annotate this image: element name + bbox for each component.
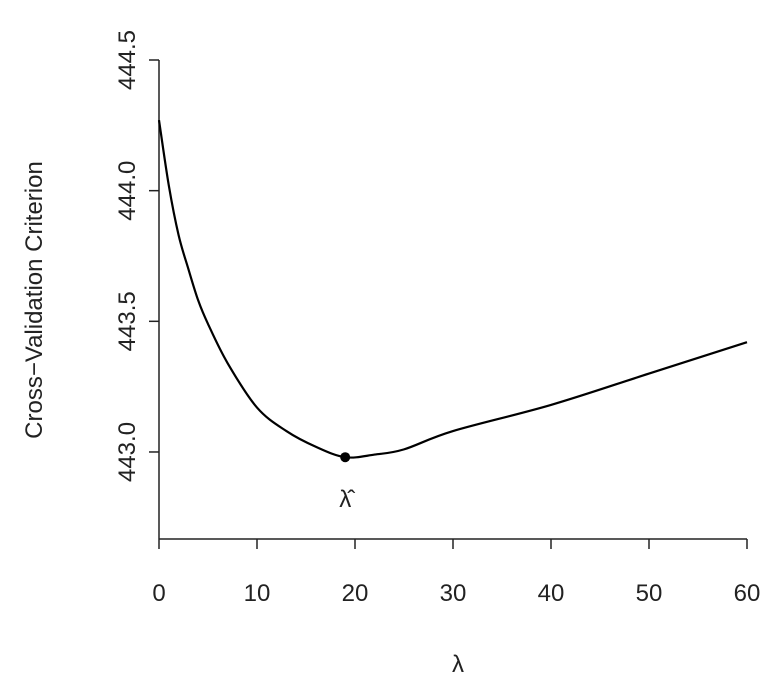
x-tick-label: 10 — [244, 580, 271, 607]
y-tick-label: 443.5 — [114, 291, 141, 351]
x-tick-label: 0 — [152, 580, 165, 607]
x-tick-label: 20 — [342, 580, 369, 607]
minimum-label: λ̂ — [339, 486, 355, 513]
x-tick-label: 60 — [734, 580, 761, 607]
y-tick-label: 444.5 — [114, 30, 141, 90]
y-axis-label: Cross−Validation Criterion — [21, 161, 48, 439]
y-tick-label: 444.0 — [114, 161, 141, 221]
x-tick-label: 40 — [538, 580, 565, 607]
x-axis-label: λ — [452, 651, 464, 678]
y-tick-label: 443.0 — [114, 422, 141, 482]
x-tick-label: 50 — [636, 580, 663, 607]
minimum-point — [340, 452, 351, 463]
x-tick-label: 30 — [440, 580, 467, 607]
curve — [157, 119, 748, 459]
